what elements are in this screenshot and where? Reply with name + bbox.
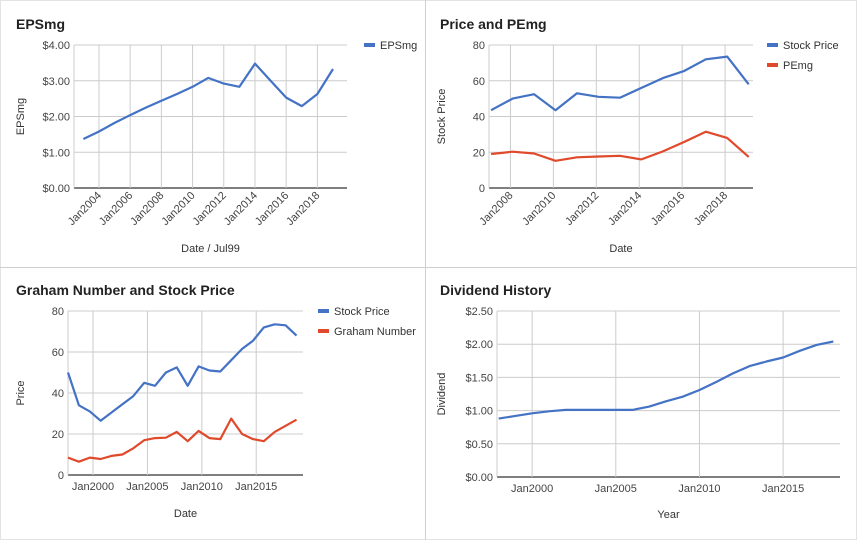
chart-panel-epsmg[interactable]: EPSmg $0.00 $1.00 $2.00 $3.00 $4.00 Jan2004 Jan…: [2, 2, 425, 267]
y-axis-title: Dividend: [436, 373, 448, 416]
x-tick-label: Jan2000: [511, 483, 553, 495]
y-axis-title: Price: [15, 380, 27, 405]
legend-label: Graham Number: [334, 326, 416, 338]
y-tick-label: $2.00: [42, 112, 70, 124]
x-tick-label: Jan2015: [235, 481, 277, 493]
series-line-2: [67, 417, 298, 463]
y-tick-label: 80: [52, 306, 64, 318]
legend-swatch: [364, 43, 375, 47]
y-axis-title: EPSmg: [15, 98, 27, 135]
y-axis-title: Stock Price: [436, 89, 448, 145]
y-tick-label: $0.00: [465, 472, 493, 484]
legend-label: Stock Price: [334, 306, 390, 318]
y-tick-label: $0.00: [42, 183, 70, 195]
x-tick-label: Jan2000: [72, 481, 114, 493]
y-tick-label: $2.00: [465, 339, 493, 351]
series-line-1: [82, 62, 334, 140]
x-tick-label: Jan2005: [595, 483, 637, 495]
chart-title: EPSmg: [16, 16, 65, 32]
graham-number-line-chart: Graham Number and Stock Price 0 20 40 60 80 Ja…: [15, 282, 416, 520]
x-tick-label: Jan2018: [692, 190, 730, 228]
legend-swatch: [767, 43, 778, 47]
panel-divider-vertical: [425, 0, 426, 540]
x-tick-label: Jan2010: [520, 190, 558, 228]
panel-divider-horizontal: [0, 267, 857, 268]
series-line-1: [498, 340, 834, 420]
x-tick-label: Jan2015: [762, 483, 804, 495]
x-tick-label: Jan2012: [563, 190, 601, 228]
legend-swatch: [318, 329, 329, 333]
chart-panel-graham-number[interactable]: Graham Number and Stock Price 0 20 40 60 80 Ja…: [2, 269, 425, 538]
chart-panel-dividend-history[interactable]: Dividend History $0.00 $0.50 $1.00 $1.50 $2.0…: [427, 269, 855, 538]
legend-label: Stock Price: [783, 40, 839, 52]
epsmg-line-chart: EPSmg$0.00$1.00$2.00$3.00$4.00Jan2004Jan…: [15, 16, 417, 255]
x-tick-label: Jan2005: [126, 481, 168, 493]
y-tick-label: $1.50: [465, 372, 493, 384]
x-tick-label: Jan2014: [606, 190, 644, 228]
y-tick-label: $0.50: [465, 439, 493, 451]
x-axis-title: Date: [174, 508, 197, 520]
x-axis-title: Date / Jul99: [181, 243, 240, 255]
x-axis-title: Date: [609, 243, 632, 255]
legend-label: EPSmg: [380, 40, 417, 52]
y-tick-label: $4.00: [42, 40, 70, 52]
chart-title: Price and PEmg: [440, 16, 547, 32]
y-tick-label: 40: [473, 112, 485, 124]
y-tick-label: 40: [52, 388, 64, 400]
y-tick-label: $2.50: [465, 306, 493, 318]
x-tick-label: Jan2008: [477, 190, 515, 228]
legend-label: PEmg: [783, 60, 813, 72]
series-line-2: [490, 130, 750, 162]
chart-title: Dividend History: [440, 282, 551, 298]
chart-title: Graham Number and Stock Price: [16, 282, 235, 298]
y-tick-label: $1.00: [465, 406, 493, 418]
legend-swatch: [767, 63, 778, 67]
x-tick-label: Jan2018: [284, 190, 322, 228]
y-tick-label: $3.00: [42, 76, 70, 88]
x-tick-label: Jan2016: [649, 190, 687, 228]
chart-panel-price-and-pemg[interactable]: Price and PEmg 0 20 40 60 80 Jan2008 Jan2010 Jan…: [427, 2, 855, 267]
legend-swatch: [318, 309, 329, 313]
series-line-1: [66, 323, 298, 422]
series-line-1: [490, 55, 750, 112]
y-tick-label: 60: [52, 347, 64, 359]
y-tick-label: 0: [479, 183, 485, 195]
x-tick-label: Jan2010: [678, 483, 720, 495]
y-tick-label: $1.00: [42, 147, 70, 159]
y-tick-label: 20: [473, 147, 485, 159]
dividend-history-line-chart: Dividend History $0.00 $0.50 $1.00 $1.50 $2.0…: [436, 282, 840, 521]
y-tick-label: 0: [58, 470, 64, 482]
y-tick-label: 60: [473, 76, 485, 88]
x-axis-title: Year: [657, 509, 680, 521]
x-tick-label: Jan2010: [181, 481, 223, 493]
y-tick-label: 20: [52, 429, 64, 441]
y-tick-label: 80: [473, 40, 485, 52]
